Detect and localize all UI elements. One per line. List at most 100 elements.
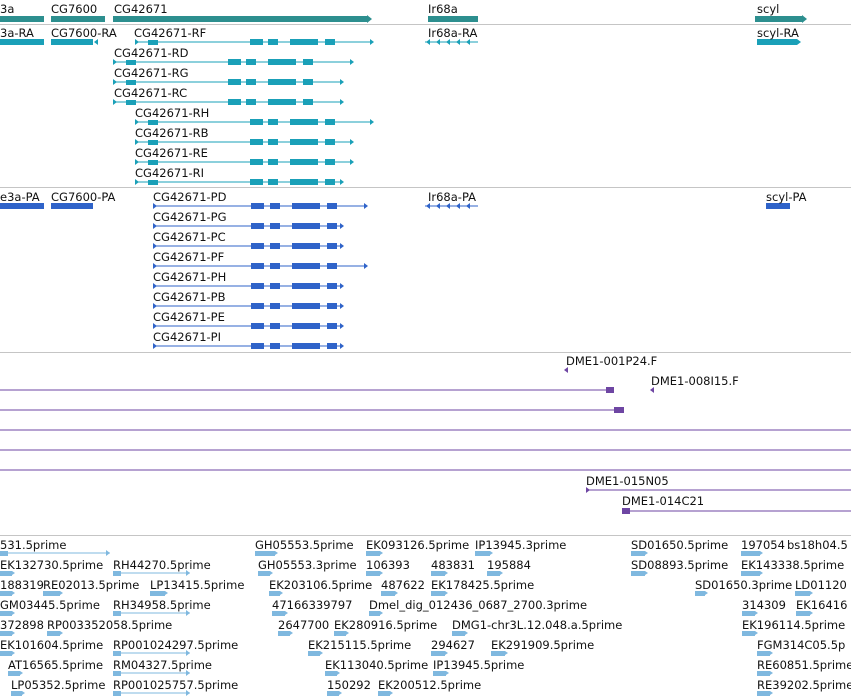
est-end-arrow[interactable] [645, 571, 648, 575]
est-segment[interactable] [475, 551, 490, 556]
transcript-exon[interactable] [325, 159, 335, 165]
transcript-exon[interactable] [246, 79, 256, 85]
est-label[interactable]: EK143338.5prime [741, 558, 845, 572]
est-end-arrow[interactable] [290, 631, 293, 635]
est-segment[interactable] [631, 551, 645, 556]
transcript-end-arrow[interactable] [94, 39, 98, 45]
transcript-exon[interactable] [325, 139, 335, 145]
gene-label[interactable]: CG42671 [114, 2, 168, 16]
est-end-arrow[interactable] [186, 610, 190, 616]
est-segment[interactable] [366, 551, 380, 556]
est-segment[interactable] [0, 631, 12, 636]
transcript-label[interactable]: CG42671-RC [114, 86, 188, 100]
est-end-arrow[interactable] [770, 671, 773, 675]
est-end-arrow[interactable] [380, 571, 383, 575]
transcript-exon[interactable] [757, 39, 797, 45]
est-end-arrow[interactable] [770, 691, 773, 695]
est-end-arrow[interactable] [22, 691, 25, 695]
transcript-exon[interactable] [148, 120, 158, 125]
est-end-arrow[interactable] [186, 650, 190, 656]
protein-label[interactable]: CG42671-PD [153, 190, 227, 204]
est-segment[interactable] [795, 591, 810, 596]
est-label[interactable]: RE02013.5prime [43, 578, 140, 592]
est-label[interactable]: EK200512.5prime [378, 678, 482, 692]
protein-start-arrow[interactable] [153, 243, 157, 249]
est-label[interactable]: EK203106.5prime [269, 578, 373, 592]
protein-segment[interactable] [327, 283, 337, 289]
gene-glyph[interactable] [0, 16, 44, 22]
est-segment[interactable] [43, 591, 60, 596]
est-label[interactable]: RP001025757.5prime [113, 678, 239, 692]
est-end-arrow[interactable] [106, 550, 110, 556]
protein-label[interactable]: CG42671-PG [153, 210, 227, 224]
transcript-label[interactable]: CG42671-RE [135, 146, 208, 160]
est-segment[interactable] [0, 591, 12, 596]
est-segment[interactable] [258, 571, 270, 576]
est-segment[interactable] [431, 571, 445, 576]
transcript-exon[interactable] [250, 179, 263, 185]
est-end-arrow[interactable] [770, 651, 773, 655]
transcript-exon[interactable] [325, 39, 335, 45]
transcript-exon[interactable] [148, 180, 158, 185]
est-segment[interactable] [742, 631, 755, 636]
est-end-arrow[interactable] [12, 571, 15, 575]
est-label[interactable]: EK291909.5prime [491, 638, 595, 652]
est-end-arrow[interactable] [445, 591, 448, 595]
est-label[interactable]: GH05553.5prime [255, 538, 354, 552]
protein-segment[interactable] [292, 303, 320, 309]
est-end-arrow[interactable] [186, 570, 190, 576]
gene-label[interactable]: scyl [757, 2, 780, 16]
est-label[interactable]: FGM314C05.5p [757, 638, 846, 652]
transcript-exon[interactable] [290, 179, 318, 185]
protein-end-arrow[interactable] [340, 323, 344, 329]
est-segment[interactable] [113, 611, 121, 616]
protein-label[interactable]: scyl-PA [766, 190, 807, 204]
transcript-exon[interactable] [325, 179, 335, 185]
transcript-label[interactable]: CG42671-RG [114, 66, 189, 80]
protein-segment[interactable] [292, 283, 320, 289]
est-segment[interactable] [452, 631, 465, 636]
est-end-arrow[interactable] [12, 651, 15, 655]
protein-end-arrow[interactable] [364, 203, 368, 209]
est-end-arrow[interactable] [165, 591, 168, 595]
clone-end-marker[interactable] [606, 387, 614, 393]
est-segment[interactable] [431, 651, 445, 656]
est-segment[interactable] [741, 571, 760, 576]
transcript-exon[interactable] [250, 159, 263, 165]
est-label[interactable]: AT16565.5prime [8, 658, 104, 672]
est-label[interactable]: EK093126.5prime [366, 538, 470, 552]
est-end-arrow[interactable] [380, 551, 383, 555]
est-end-arrow[interactable] [760, 551, 763, 555]
est-segment[interactable] [0, 651, 12, 656]
transcript-exon[interactable] [303, 99, 313, 105]
est-end-arrow[interactable] [339, 691, 342, 695]
transcript-end-arrow[interactable] [340, 79, 344, 85]
est-label[interactable]: GM03445.5prime [0, 598, 100, 612]
protein-end-arrow[interactable] [340, 283, 344, 289]
transcript-start-arrow[interactable] [135, 159, 139, 165]
protein-end-arrow[interactable] [340, 243, 344, 249]
protein-start-arrow[interactable] [153, 223, 157, 229]
transcript-exon[interactable] [0, 39, 44, 45]
est-end-arrow[interactable] [275, 551, 278, 555]
transcript-label[interactable]: 3a-RA [0, 26, 34, 40]
est-end-arrow[interactable] [60, 591, 63, 595]
est-label[interactable]: 487622 [381, 578, 425, 592]
transcript-label[interactable]: CG7600-RA [51, 26, 117, 40]
est-segment[interactable] [113, 691, 121, 696]
protein-segment[interactable] [251, 263, 264, 269]
transcript-end-arrow[interactable] [370, 119, 374, 125]
est-label[interactable]: 314309 [742, 598, 786, 612]
protein-segment[interactable] [251, 323, 264, 329]
clone-label[interactable]: DME1-015N05 [586, 474, 669, 488]
est-label[interactable]: 2647700 [278, 618, 330, 632]
est-label[interactable]: RH34958.5prime [113, 598, 211, 612]
est-segment[interactable] [334, 631, 346, 636]
est-end-arrow[interactable] [810, 611, 813, 615]
protein-segment[interactable] [270, 243, 280, 249]
transcript-end-arrow[interactable] [797, 39, 801, 45]
transcript-exon[interactable] [268, 139, 278, 145]
est-end-arrow[interactable] [390, 691, 393, 695]
est-segment[interactable] [255, 551, 275, 556]
est-label[interactable]: EK101604.5prime [0, 638, 104, 652]
